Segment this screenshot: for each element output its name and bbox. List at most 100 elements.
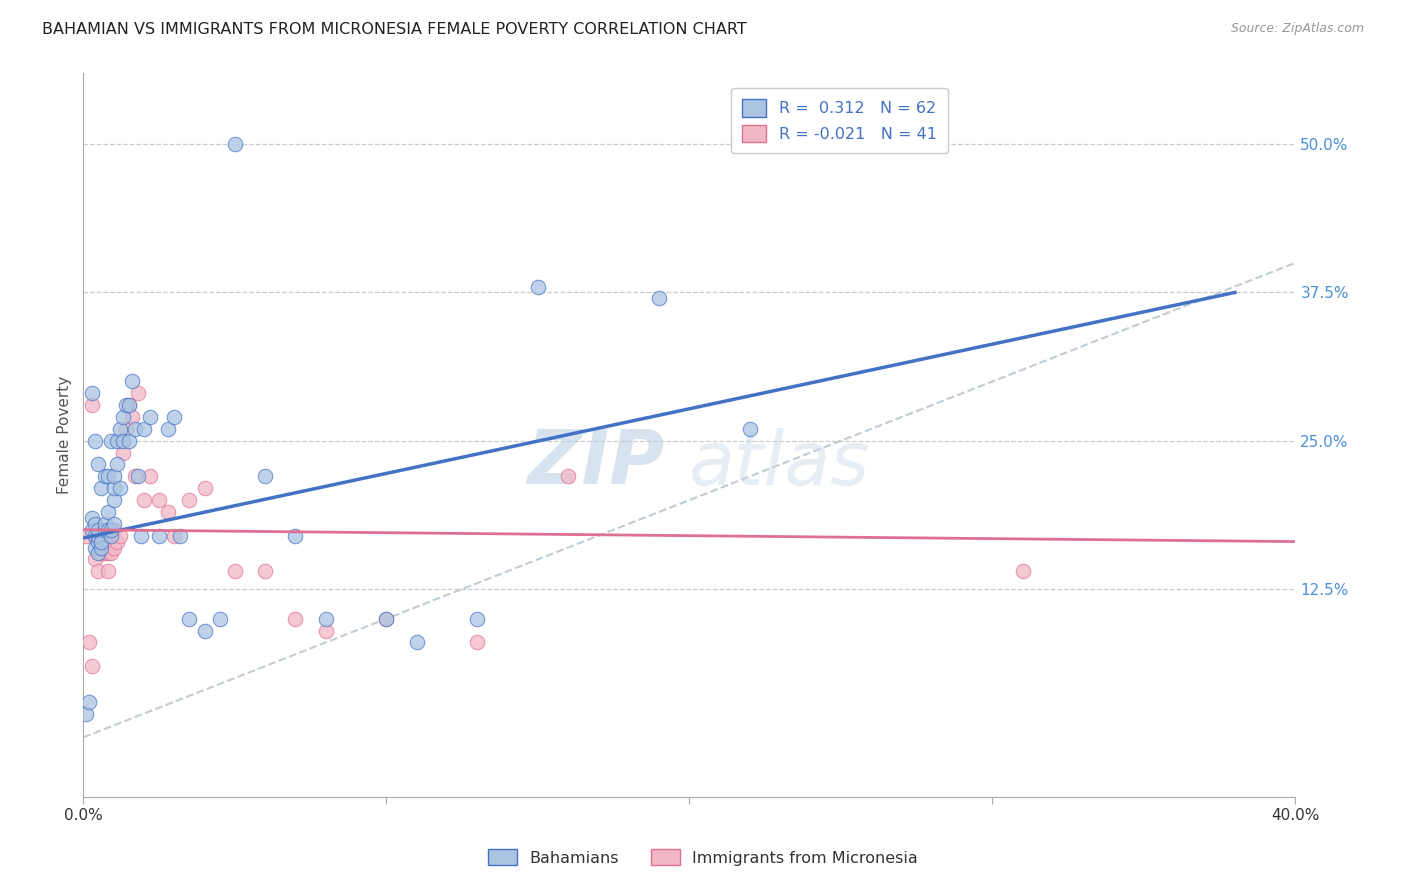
- Point: [87, 534, 110, 549]
- Legend: R =  0.312   N = 62, R = -0.021   N = 41: R = 0.312 N = 62, R = -0.021 N = 41: [731, 88, 948, 153]
- Text: Source: ZipAtlas.com: Source: ZipAtlas.com: [1230, 22, 1364, 36]
- Point: [193, 624, 215, 638]
- Point: [1011, 564, 1033, 578]
- Point: [157, 505, 180, 519]
- Point: [127, 386, 149, 401]
- Point: [75, 529, 97, 543]
- Point: [108, 481, 131, 495]
- Point: [90, 541, 112, 555]
- Point: [103, 469, 125, 483]
- Point: [96, 546, 118, 560]
- Point: [224, 137, 246, 152]
- Point: [82, 386, 104, 401]
- Legend: Bahamians, Immigrants from Micronesia: Bahamians, Immigrants from Micronesia: [478, 839, 928, 875]
- Text: BAHAMIAN VS IMMIGRANTS FROM MICRONESIA FEMALE POVERTY CORRELATION CHART: BAHAMIAN VS IMMIGRANTS FROM MICRONESIA F…: [42, 22, 747, 37]
- Point: [148, 493, 170, 508]
- Point: [87, 546, 110, 560]
- Point: [79, 635, 101, 649]
- Point: [224, 564, 246, 578]
- Point: [90, 481, 112, 495]
- Point: [465, 635, 488, 649]
- Point: [93, 469, 115, 483]
- Point: [132, 493, 155, 508]
- Point: [87, 564, 110, 578]
- Point: [93, 546, 115, 560]
- Point: [105, 458, 128, 472]
- Point: [738, 422, 761, 436]
- Point: [103, 516, 125, 531]
- Point: [75, 706, 97, 721]
- Point: [648, 292, 671, 306]
- Point: [87, 529, 110, 543]
- Point: [118, 398, 141, 412]
- Point: [163, 529, 186, 543]
- Point: [90, 534, 112, 549]
- Point: [87, 523, 110, 537]
- Point: [375, 612, 398, 626]
- Point: [254, 564, 277, 578]
- Point: [254, 469, 277, 483]
- Point: [100, 529, 122, 543]
- Point: [208, 612, 231, 626]
- Point: [90, 546, 112, 560]
- Point: [100, 434, 122, 448]
- Point: [118, 434, 141, 448]
- Point: [103, 541, 125, 555]
- Point: [121, 410, 143, 425]
- Point: [90, 529, 112, 543]
- Point: [82, 659, 104, 673]
- Point: [127, 469, 149, 483]
- Point: [375, 612, 398, 626]
- Point: [124, 422, 146, 436]
- Point: [96, 469, 118, 483]
- Point: [124, 469, 146, 483]
- Text: ZIP: ZIP: [527, 427, 665, 500]
- Point: [465, 612, 488, 626]
- Point: [139, 469, 162, 483]
- Point: [100, 529, 122, 543]
- Point: [96, 523, 118, 537]
- Point: [108, 529, 131, 543]
- Point: [121, 375, 143, 389]
- Point: [315, 612, 337, 626]
- Point: [105, 434, 128, 448]
- Point: [103, 523, 125, 537]
- Point: [93, 516, 115, 531]
- Point: [405, 635, 427, 649]
- Point: [111, 434, 134, 448]
- Point: [96, 564, 118, 578]
- Point: [93, 534, 115, 549]
- Point: [129, 529, 152, 543]
- Point: [284, 612, 307, 626]
- Point: [114, 398, 136, 412]
- Point: [84, 434, 107, 448]
- Point: [93, 523, 115, 537]
- Point: [139, 410, 162, 425]
- Point: [111, 410, 134, 425]
- Point: [169, 529, 191, 543]
- Point: [82, 523, 104, 537]
- Point: [82, 398, 104, 412]
- Point: [114, 422, 136, 436]
- Point: [84, 541, 107, 555]
- Point: [527, 279, 550, 293]
- Point: [118, 398, 141, 412]
- Point: [103, 481, 125, 495]
- Point: [84, 529, 107, 543]
- Point: [163, 410, 186, 425]
- Point: [79, 695, 101, 709]
- Text: atlas: atlas: [689, 428, 870, 500]
- Point: [108, 422, 131, 436]
- Point: [82, 511, 104, 525]
- Point: [103, 493, 125, 508]
- Point: [84, 552, 107, 566]
- Point: [100, 546, 122, 560]
- Point: [132, 422, 155, 436]
- Point: [315, 624, 337, 638]
- Point: [179, 612, 201, 626]
- Y-axis label: Female Poverty: Female Poverty: [58, 376, 72, 494]
- Point: [284, 529, 307, 543]
- Point: [100, 523, 122, 537]
- Point: [193, 481, 215, 495]
- Point: [87, 529, 110, 543]
